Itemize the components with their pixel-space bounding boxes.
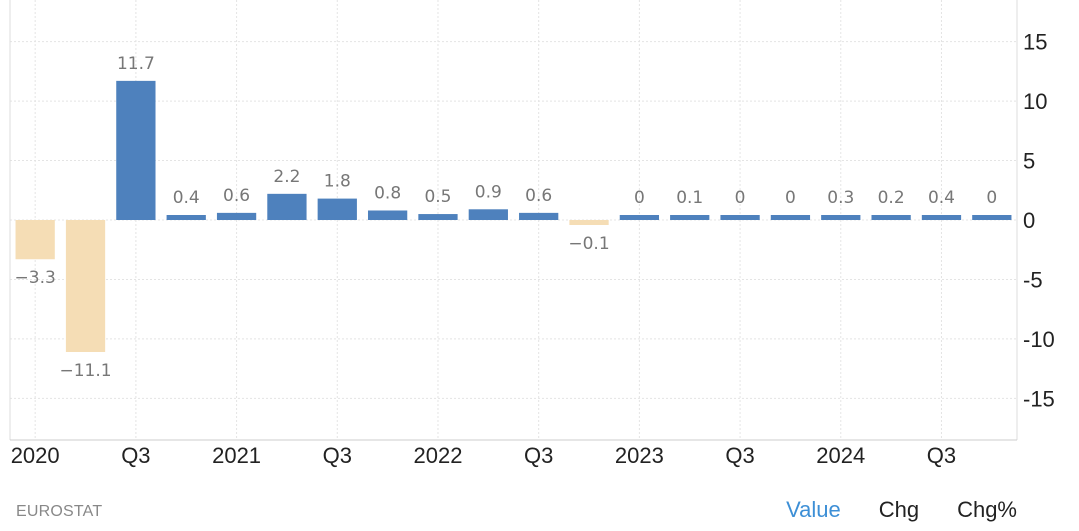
bar[interactable] (317, 198, 357, 220)
x-tick-label: 2023 (615, 443, 664, 468)
y-tick-label: -10 (1023, 327, 1055, 352)
data-label: 0.4 (928, 188, 955, 208)
data-label: 0 (785, 188, 796, 208)
data-label: 0.9 (475, 182, 502, 202)
data-label: 0.4 (173, 188, 200, 208)
data-label: 0.1 (676, 188, 703, 208)
data-label: 11.7 (117, 54, 155, 74)
bar[interactable] (166, 215, 206, 220)
x-axis: 2020 Q3 2021 Q3 2022 Q3 2023 Q3 2024 Q3 (11, 443, 956, 468)
bar[interactable] (15, 220, 55, 260)
chart: −3.3 −11.1 11.7 0.4 0.6 2.2 1.8 0.8 0.5 0.9 0.6 −0.… (9, 0, 1055, 468)
data-label: 0 (634, 188, 645, 208)
x-tick-label: 2022 (413, 443, 462, 468)
data-label: −3.3 (15, 268, 56, 288)
bar[interactable] (619, 215, 660, 220)
y-tick-label: -5 (1023, 267, 1043, 292)
y-tick-label: 0 (1023, 208, 1035, 233)
data-labels: −3.3 −11.1 11.7 0.4 0.6 2.2 1.8 0.8 0.5 0.9 0.6 −0.… (15, 54, 998, 381)
y-tick-label: 5 (1023, 149, 1035, 174)
bar[interactable] (871, 215, 911, 220)
data-label: 2.2 (273, 167, 300, 187)
bar[interactable] (921, 215, 962, 220)
view-toggles: Value Chg Chg% (786, 497, 1017, 523)
toggle-chg[interactable]: Chg (878, 497, 920, 522)
data-label: −11.1 (59, 361, 111, 381)
bar[interactable] (770, 215, 811, 220)
source-label: EUROSTAT (16, 503, 103, 520)
x-tick-label: Q3 (323, 443, 352, 468)
x-tick-label: 2021 (212, 443, 261, 468)
x-tick-label: 2020 (11, 443, 60, 468)
bar[interactable] (519, 212, 559, 220)
data-label: 0 (735, 188, 746, 208)
bar[interactable] (216, 212, 257, 220)
bar[interactable] (418, 214, 458, 220)
toggle-value[interactable]: Value (786, 497, 841, 522)
data-label: 0.6 (525, 186, 552, 206)
y-axis: 15 10 5 0 -5 -10 -15 (1023, 30, 1055, 412)
bar[interactable] (367, 210, 408, 220)
data-label: 0 (986, 188, 997, 208)
x-tick-label: Q3 (725, 443, 754, 468)
bar[interactable] (972, 215, 1012, 220)
bars (15, 80, 1012, 352)
grid (9, 0, 1018, 441)
data-label: −0.1 (568, 234, 609, 254)
x-tick-label: Q3 (927, 443, 956, 468)
toggle-chg-pct[interactable]: Chg% (957, 497, 1017, 522)
x-tick-label: 2024 (816, 443, 865, 468)
bar[interactable] (116, 80, 156, 220)
data-label: 0.5 (424, 187, 451, 207)
bar[interactable] (267, 193, 307, 220)
bar[interactable] (670, 215, 710, 220)
data-label: 0.3 (827, 188, 854, 208)
y-tick-label: 10 (1023, 89, 1047, 114)
bar[interactable] (65, 220, 106, 352)
data-label: 1.8 (324, 172, 351, 192)
bar[interactable] (468, 209, 508, 220)
bar[interactable] (720, 215, 760, 220)
data-label: 0.2 (878, 188, 905, 208)
data-label: 0.6 (223, 186, 250, 206)
bar[interactable] (569, 220, 609, 225)
y-tick-label: 15 (1023, 30, 1047, 55)
x-tick-label: Q3 (121, 443, 150, 468)
x-tick-label: Q3 (524, 443, 553, 468)
y-tick-label: -15 (1023, 386, 1055, 411)
bar[interactable] (821, 215, 861, 220)
data-label: 0.8 (374, 183, 401, 203)
